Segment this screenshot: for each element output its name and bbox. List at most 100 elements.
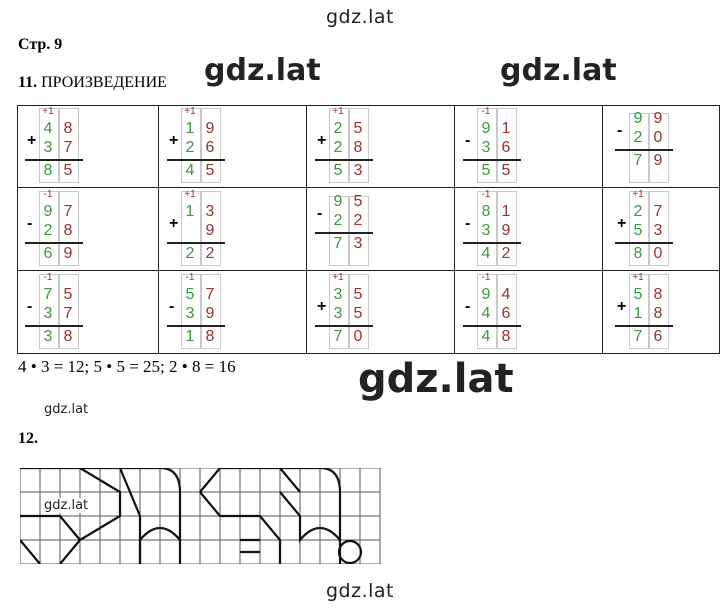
digit: 3 <box>43 328 53 345</box>
figure-right-shape <box>199 468 363 564</box>
digit: 8 <box>653 305 663 322</box>
digit-column <box>629 274 649 349</box>
arith-cell: -1 9 1 3 6 5 5- <box>455 105 603 188</box>
carry-mark: -1 <box>481 189 491 200</box>
digit: 0 <box>653 245 663 262</box>
digit: 3 <box>353 235 363 252</box>
digit-column <box>497 191 517 266</box>
digit: 5 <box>63 286 73 303</box>
digit: 6 <box>205 139 215 156</box>
digit-column <box>649 113 669 183</box>
digit: 5 <box>353 305 363 322</box>
figure-left-shape <box>20 468 182 564</box>
digit: 6 <box>501 305 511 322</box>
digit-column <box>329 274 349 349</box>
digit: 5 <box>353 286 363 303</box>
digit: 7 <box>63 305 73 322</box>
arith-cell: +1 2 7 5 3 8 0 + <box>603 188 720 271</box>
digit: 2 <box>205 245 215 262</box>
digit: 4 <box>481 328 491 345</box>
carry-mark: +1 <box>184 189 196 200</box>
operation-sign: - <box>27 215 33 232</box>
sum-line <box>167 159 225 161</box>
digit-column <box>39 274 59 349</box>
arith-cell: +1 5 8 1 8 7 6 + <box>603 271 720 354</box>
carry-mark: +1 <box>332 106 344 117</box>
digit: 5 <box>481 162 491 179</box>
digit-column <box>477 108 497 183</box>
digit: 8 <box>63 328 73 345</box>
grid-frame <box>17 105 720 354</box>
digit: 9 <box>43 203 53 220</box>
operation-sign: + <box>27 132 37 149</box>
operation-sign: + <box>617 215 627 232</box>
task11-grid: +1 4 8 3 7 8 5 + +1 1 9 2 6 4 5 + +1 2 5 2 8 5 3 + -1 9 1 3 6 5 5-9 9 2 0… <box>17 105 720 354</box>
digit: 7 <box>653 203 663 220</box>
digit: 2 <box>333 212 343 229</box>
digit: 7 <box>333 328 343 345</box>
digit: 2 <box>185 139 195 156</box>
digit: 7 <box>63 139 73 156</box>
digit: 9 <box>653 110 663 127</box>
digit-column <box>59 274 79 349</box>
digit: 3 <box>653 222 663 239</box>
arith-cell: -1 7 5 3 7 3 8- <box>17 271 159 354</box>
sum-line <box>315 325 373 327</box>
digit-column <box>477 191 497 266</box>
task11-heading: 11. ПРОИЗВЕДЕНИЕ <box>18 74 167 92</box>
task12-heading: 12. <box>18 430 38 448</box>
digit: 9 <box>205 120 215 137</box>
digit: 2 <box>353 212 363 229</box>
digit-column <box>329 196 349 266</box>
digit: 3 <box>43 139 53 156</box>
digit: 5 <box>205 162 215 179</box>
digit-column <box>39 191 59 266</box>
digit: 8 <box>653 286 663 303</box>
digit: 6 <box>501 139 511 156</box>
digit: 9 <box>205 305 215 322</box>
sum-line <box>463 325 521 327</box>
watermark-top: gdz.lat <box>325 6 394 28</box>
carry-mark: +1 <box>632 189 644 200</box>
digit: 7 <box>633 328 643 345</box>
task12-figure <box>20 468 381 564</box>
digit: 2 <box>501 245 511 262</box>
digit: 3 <box>205 203 215 220</box>
digit: 5 <box>501 162 511 179</box>
digit: 4 <box>481 305 491 322</box>
digit: 8 <box>501 328 511 345</box>
digit: 2 <box>333 139 343 156</box>
digit: 1 <box>185 120 195 137</box>
digit: 3 <box>185 305 195 322</box>
carry-mark: -1 <box>43 189 53 200</box>
digit: 3 <box>481 222 491 239</box>
digit: 9 <box>653 152 663 169</box>
digit-column <box>181 274 201 349</box>
sum-line <box>25 242 83 244</box>
arith-cell: -1 9 4 4 6 4 8- <box>455 271 603 354</box>
digit-column <box>649 191 669 266</box>
digit: 8 <box>353 139 363 156</box>
sum-line <box>25 325 83 327</box>
digit-column <box>39 108 59 183</box>
carry-mark: -1 <box>185 272 195 283</box>
digit-column <box>649 274 669 349</box>
digit: 3 <box>333 286 343 303</box>
operation-sign: - <box>465 298 471 315</box>
operation-sign: - <box>617 122 623 139</box>
page-label: Стр. 9 <box>18 36 63 53</box>
operation-sign: - <box>169 298 175 315</box>
operation-sign: + <box>169 215 179 232</box>
carry-mark: +1 <box>184 106 196 117</box>
digit: 5 <box>353 193 363 210</box>
digit: 1 <box>185 328 195 345</box>
operation-sign: - <box>27 298 33 315</box>
digit: 5 <box>633 222 643 239</box>
digit: 3 <box>43 305 53 322</box>
carry-mark: +1 <box>42 106 54 117</box>
digit-column <box>629 191 649 266</box>
digit-column <box>181 191 201 266</box>
digit: 5 <box>185 286 195 303</box>
digit: 2 <box>185 245 195 262</box>
